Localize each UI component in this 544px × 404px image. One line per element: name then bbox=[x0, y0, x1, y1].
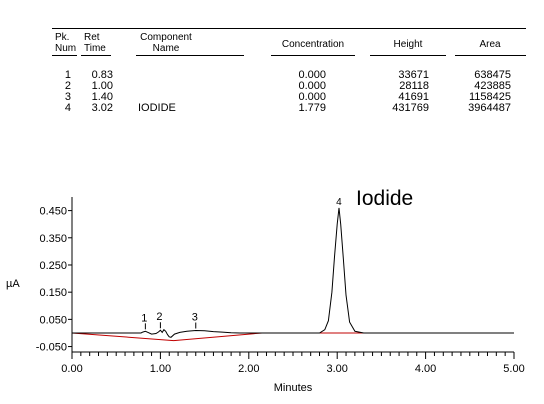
cell-time: 1.40 bbox=[91, 91, 113, 103]
header-concentration: Concentration bbox=[281, 39, 345, 50]
y-tick-label: -0.050 bbox=[36, 342, 67, 354]
x-tick-label: 5.00 bbox=[503, 363, 524, 375]
header-rule-top bbox=[52, 28, 526, 29]
cell-name: IODIDE bbox=[138, 102, 176, 114]
cell-conc: 0.000 bbox=[298, 80, 326, 92]
baseline-group bbox=[71, 332, 514, 342]
x-tick-label: 0.00 bbox=[61, 363, 82, 375]
y-tick-label: 0.350 bbox=[39, 233, 67, 245]
integration-baseline bbox=[71, 332, 263, 342]
x-axis-label: Minutes bbox=[274, 382, 313, 394]
header-rule-height bbox=[370, 55, 446, 56]
header-rule-area bbox=[455, 55, 526, 56]
peak-label: 1 bbox=[141, 312, 147, 324]
y-tick-label: 0.150 bbox=[39, 287, 67, 299]
cell-height: 431769 bbox=[392, 102, 429, 114]
header-rule-component bbox=[136, 55, 244, 56]
cell-num: 1 bbox=[64, 69, 71, 81]
chromatogram-trace bbox=[72, 207, 514, 338]
trace-group bbox=[72, 207, 514, 338]
header-rule-concentration bbox=[271, 55, 355, 56]
cell-height: 28118 bbox=[399, 80, 429, 92]
cell-area: 3964487 bbox=[468, 102, 511, 114]
x-tick-label: 3.00 bbox=[326, 363, 347, 375]
cell-area: 1158425 bbox=[468, 91, 511, 103]
header-pk-num: Pk. Num bbox=[55, 32, 77, 54]
chart-annotation: Iodide bbox=[356, 187, 413, 210]
y-tick-label: 0.050 bbox=[39, 314, 67, 326]
cell-area: 638475 bbox=[474, 69, 511, 81]
cell-height: 41691 bbox=[398, 91, 429, 103]
x-tick-label: 2.00 bbox=[238, 363, 259, 375]
cell-num: 3 bbox=[64, 91, 71, 103]
peak-labels: 1 2 3 4 bbox=[141, 197, 342, 330]
y-axis-label: µA bbox=[6, 278, 20, 290]
cell-time: 1.00 bbox=[91, 80, 113, 92]
cell-area: 423885 bbox=[474, 80, 511, 92]
y-tick-label: 0.250 bbox=[39, 260, 67, 272]
peak-label: 2 bbox=[156, 311, 162, 323]
header-area: Area bbox=[479, 39, 501, 50]
cell-num: 2 bbox=[64, 80, 71, 92]
header-component-name: Component Name bbox=[140, 32, 192, 54]
header-rule-pk bbox=[52, 55, 77, 56]
x-tick-label: 1.00 bbox=[150, 363, 171, 375]
peak-label: 4 bbox=[336, 197, 342, 208]
header-height: Height bbox=[393, 39, 423, 50]
cell-height: 33671 bbox=[398, 69, 429, 81]
header-ret-time: Ret Time bbox=[84, 32, 106, 54]
axes: 0.00 1.00 2.00 3.00 4.00 5.00 0.450 0.350 0.250 0… bbox=[36, 197, 525, 375]
y-tick-label: 0.450 bbox=[39, 206, 67, 218]
cell-time: 3.02 bbox=[91, 102, 113, 114]
cell-num: 4 bbox=[64, 102, 71, 114]
peak-label: 3 bbox=[192, 312, 198, 324]
x-tick-label: 4.00 bbox=[415, 363, 436, 375]
cell-conc: 0.000 bbox=[298, 91, 326, 103]
cell-conc: 0.000 bbox=[298, 69, 326, 81]
cell-time: 0.83 bbox=[91, 69, 113, 81]
header-rule-ret bbox=[81, 55, 111, 56]
cell-conc: 1.779 bbox=[298, 102, 326, 114]
